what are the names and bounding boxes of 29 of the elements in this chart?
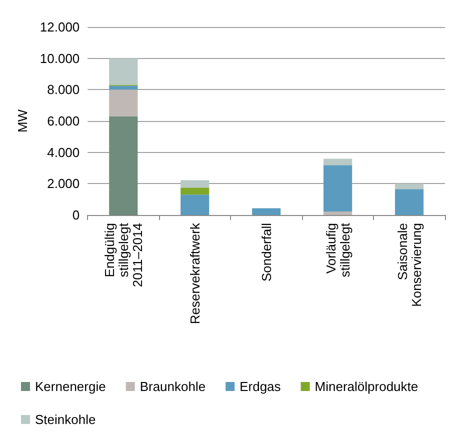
bar (109, 116, 138, 215)
x-tick-label: Reservekraftwerk (187, 222, 202, 324)
x-tick-label: Endgültig stillgelegt 2011–2014 (102, 222, 145, 288)
y-tick-label: 12.000 (40, 20, 80, 34)
legend-label: Kernenergie (35, 379, 106, 394)
bar (394, 184, 424, 190)
bar (180, 188, 210, 195)
y-axis-title: MW (15, 108, 30, 133)
bar (394, 189, 424, 215)
legend-label: Braunkohle (140, 379, 206, 394)
bar (324, 158, 352, 166)
bar (324, 165, 352, 212)
y-tick-label: 4.000 (47, 144, 80, 160)
y-tick-label: 2.000 (47, 176, 80, 192)
bar (109, 90, 138, 116)
bar (324, 212, 352, 215)
legend-label: Steinkohle (35, 412, 96, 427)
bar (180, 180, 210, 188)
x-tick-label: Sonderfall (258, 222, 274, 282)
y-tick-label: 0 (72, 208, 80, 222)
bar (180, 194, 210, 215)
legend-label: Mineralölprodukte (314, 379, 418, 394)
legend-label: Erdgas (240, 379, 282, 394)
bar (109, 58, 138, 85)
x-tick-label: Vorläufig stillgelegt (323, 222, 352, 278)
y-tick-label: 10.000 (40, 50, 80, 66)
y-tick-label: 6.000 (47, 114, 80, 128)
y-tick-label: 8.000 (47, 82, 80, 98)
bar (252, 208, 281, 215)
